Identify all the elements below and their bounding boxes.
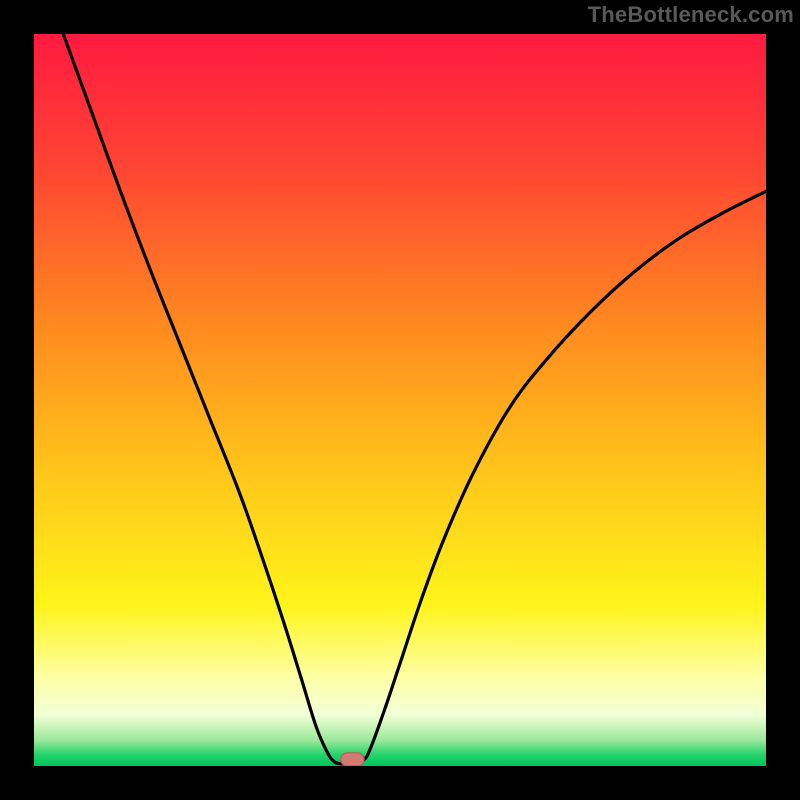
plot-area [34, 34, 766, 766]
watermark-text: TheBottleneck.com [588, 2, 794, 28]
plot-svg [34, 34, 766, 766]
chart-container: TheBottleneck.com [0, 0, 800, 800]
gradient-background [34, 34, 766, 766]
vertex-marker [341, 753, 364, 766]
